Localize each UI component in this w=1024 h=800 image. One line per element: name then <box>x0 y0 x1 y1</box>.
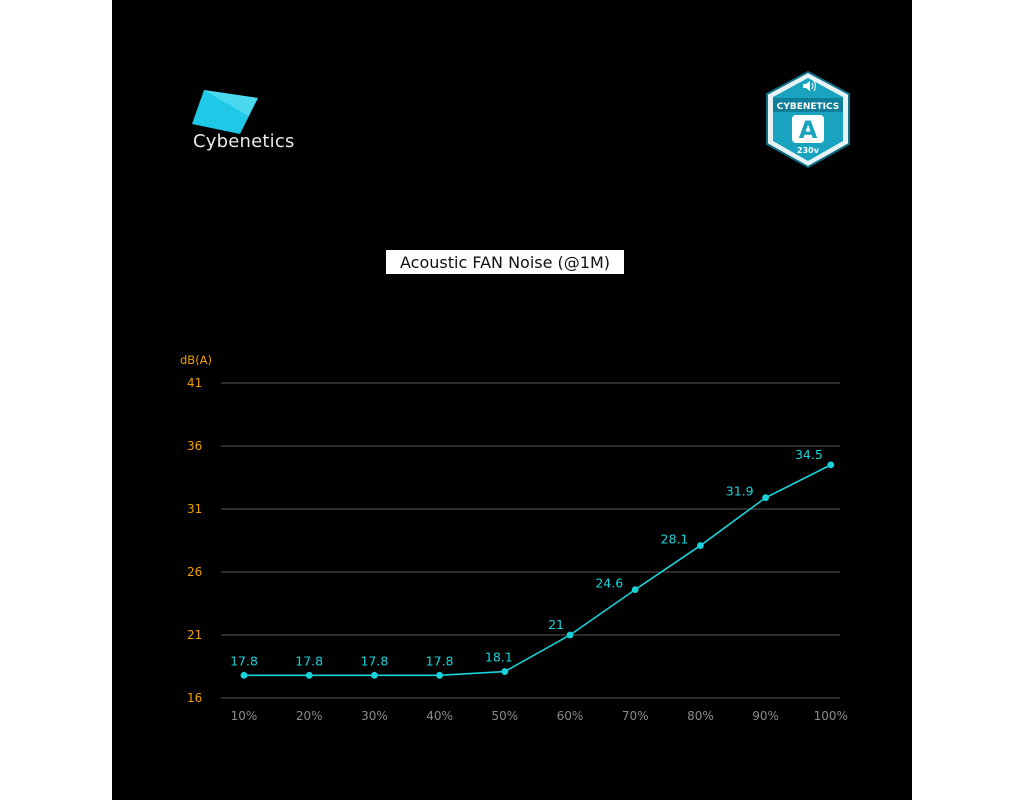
data-label: 18.1 <box>485 650 513 665</box>
data-label: 17.8 <box>426 653 454 668</box>
data-point <box>371 671 378 679</box>
data-label: 31.9 <box>726 484 754 499</box>
data-point <box>501 668 509 675</box>
x-tick-label: 80% <box>687 709 714 723</box>
data-point <box>566 631 574 639</box>
x-tick-label: 100% <box>814 709 848 723</box>
x-tick-label: 50% <box>491 709 518 723</box>
y-tick-labels: 16 21 26 31 36 41 <box>187 376 202 705</box>
data-label: 21 <box>548 617 564 632</box>
data-point <box>631 586 639 594</box>
data-point <box>827 461 835 469</box>
x-tick-label: 10% <box>231 709 258 723</box>
data-point <box>436 671 443 679</box>
x-tick-label: 90% <box>752 709 779 723</box>
data-point <box>762 494 769 502</box>
x-tick-labels: 10% 20% 30% 40% 50% 60% 70% 80% 90% 100% <box>231 709 848 723</box>
y-tick-label: 36 <box>187 439 202 453</box>
x-tick-label: 30% <box>361 709 388 723</box>
data-label: 17.8 <box>360 653 388 668</box>
data-label: 28.1 <box>661 532 689 547</box>
y-tick-label: 31 <box>187 502 202 516</box>
series-line <box>244 464 832 677</box>
y-tick-label: 21 <box>187 628 202 642</box>
x-tick-label: 40% <box>426 709 453 723</box>
y-tick-label: 41 <box>187 376 202 390</box>
x-tick-label: 70% <box>622 709 649 723</box>
cybenetics-a-badge: CYBENETICS A 230v <box>766 70 850 169</box>
x-tick-label: 20% <box>296 709 323 723</box>
brand-name: Cybenetics <box>193 131 295 152</box>
data-points <box>240 461 835 679</box>
x-tick-label: 60% <box>557 709 584 723</box>
grid-lines <box>221 382 840 699</box>
data-label: 24.6 <box>595 576 623 591</box>
y-tick-label: 26 <box>187 565 202 579</box>
cybenetics-logo-icon <box>192 90 258 134</box>
data-labels: 17.8 17.8 17.8 17.8 18.1 21 24.6 28.1 31.9 34.5 <box>230 447 823 668</box>
badge-brand: CYBENETICS <box>777 102 840 112</box>
chart-title: Acoustic FAN Noise (@1M) <box>386 250 624 274</box>
data-label: 17.8 <box>295 653 323 668</box>
badge-grade: A <box>799 116 818 144</box>
data-point <box>240 671 248 679</box>
y-tick-label: 16 <box>187 691 202 705</box>
data-label: 17.8 <box>230 653 258 668</box>
data-label: 34.5 <box>795 447 823 462</box>
y-axis-label: dB(A) <box>180 353 212 367</box>
badge-voltage: 230v <box>797 146 820 155</box>
data-point <box>305 671 313 679</box>
data-point <box>697 542 704 549</box>
speaker-icon <box>803 80 816 92</box>
